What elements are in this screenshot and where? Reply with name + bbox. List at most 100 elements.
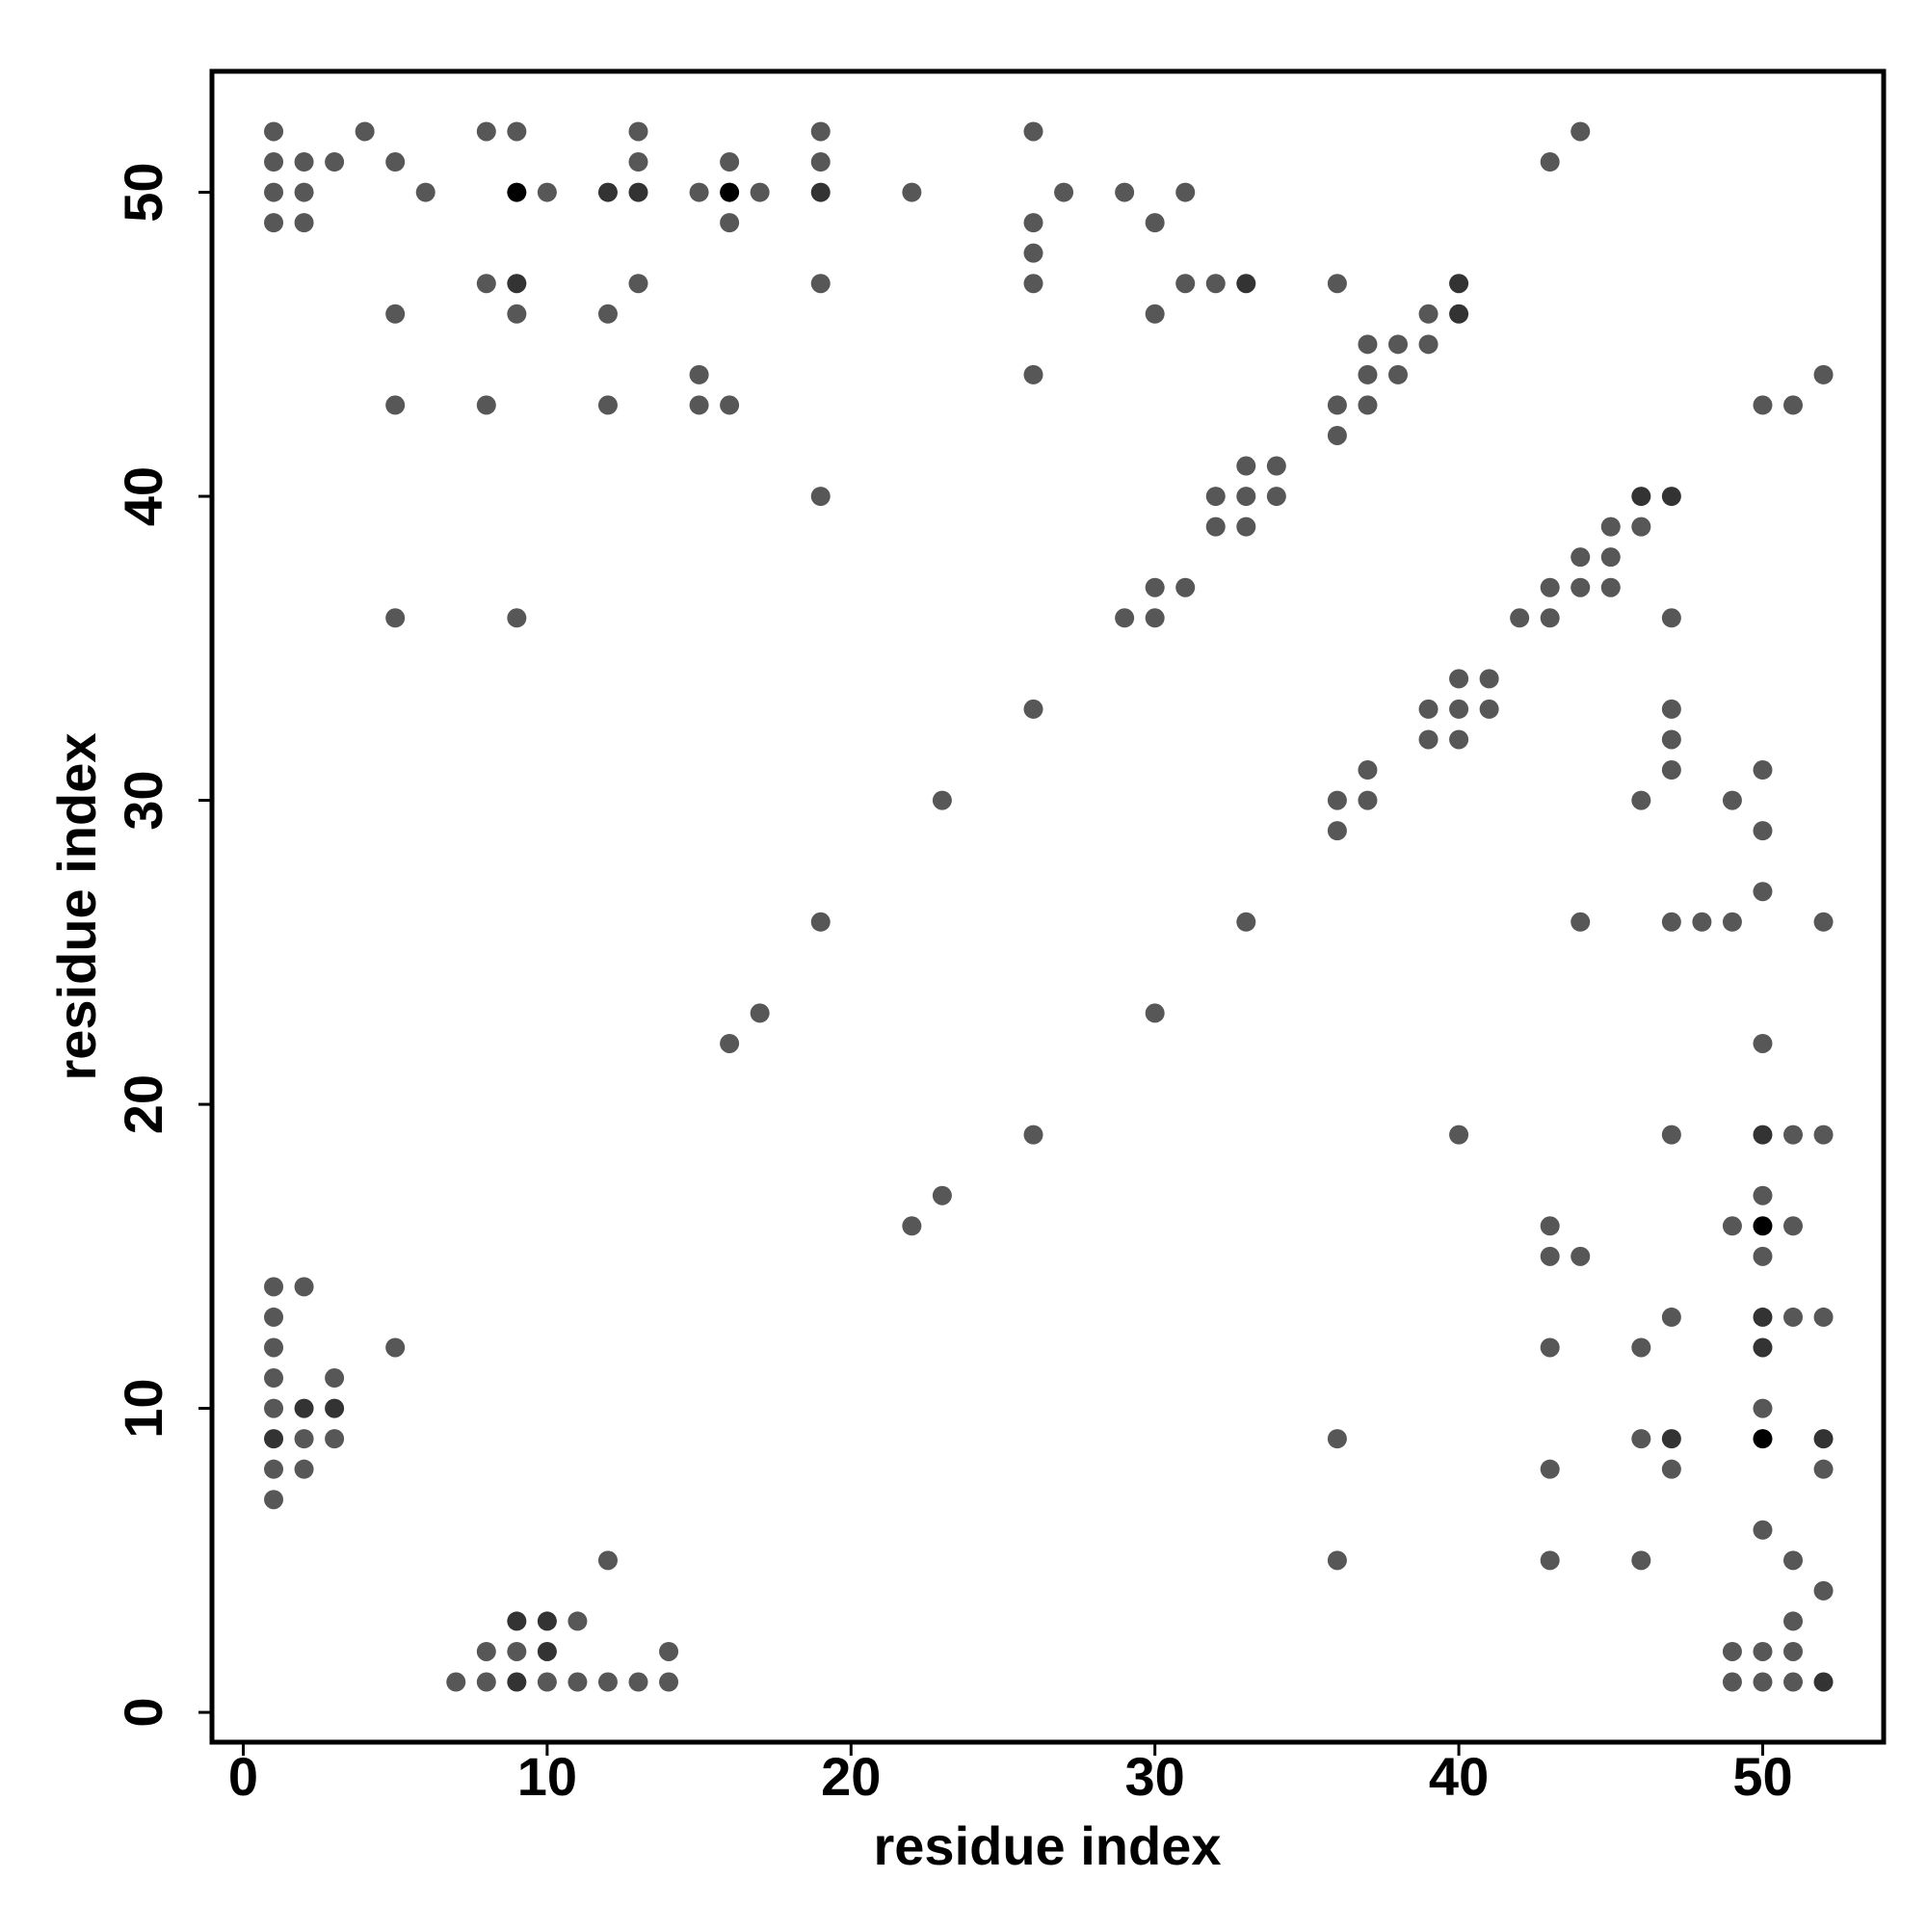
point [628, 274, 648, 294]
point [1753, 1246, 1773, 1266]
point [537, 1672, 557, 1692]
x-tick-label: 30 [1125, 1746, 1185, 1807]
point [1753, 1672, 1773, 1692]
point [1753, 821, 1773, 841]
point [1449, 274, 1469, 294]
point [689, 395, 709, 415]
point [720, 1033, 740, 1053]
y-tick-label: 10 [113, 1378, 173, 1438]
point [810, 487, 831, 507]
point [659, 1672, 679, 1692]
point [1661, 1429, 1681, 1449]
point [1722, 1672, 1742, 1692]
point [476, 1641, 496, 1661]
point [750, 1003, 770, 1023]
point [1236, 274, 1256, 294]
point [507, 121, 527, 142]
point [1387, 334, 1408, 355]
point [264, 1459, 284, 1479]
point [902, 182, 922, 202]
x-tick-label: 50 [1732, 1746, 1792, 1807]
point [1540, 1216, 1560, 1236]
point [1358, 790, 1378, 810]
point [507, 304, 527, 324]
x-tick-label: 0 [228, 1746, 258, 1807]
point [1540, 1246, 1560, 1266]
point [1722, 912, 1742, 932]
point [507, 608, 527, 628]
point [750, 182, 770, 202]
point [932, 790, 952, 810]
point [1358, 334, 1378, 355]
point [1236, 912, 1256, 932]
point [264, 152, 284, 172]
point [1205, 487, 1226, 507]
point [385, 1337, 406, 1358]
point [294, 1459, 314, 1479]
point [1813, 1125, 1834, 1145]
point [1692, 912, 1712, 932]
point [507, 1641, 527, 1661]
point [689, 364, 709, 384]
point [1813, 912, 1834, 932]
point [1479, 699, 1499, 719]
point [476, 121, 496, 142]
point [1327, 395, 1347, 415]
point [1813, 1429, 1834, 1449]
point [1722, 1641, 1742, 1661]
point [264, 1337, 284, 1358]
point [689, 182, 709, 202]
point [1175, 182, 1196, 202]
point [1145, 213, 1165, 233]
point [1358, 364, 1378, 384]
point [264, 1429, 284, 1449]
point [720, 395, 740, 415]
y-axis-label: residue index [46, 732, 107, 1080]
point [1783, 1641, 1804, 1661]
point [1540, 1550, 1560, 1571]
point [264, 1398, 284, 1418]
point [294, 152, 314, 172]
point [294, 1429, 314, 1449]
point [1327, 790, 1347, 810]
point [1449, 669, 1469, 689]
point [1571, 912, 1591, 932]
point [1540, 152, 1560, 172]
point [597, 182, 618, 202]
point [1418, 699, 1439, 719]
point [1753, 1307, 1773, 1327]
point [1631, 1337, 1651, 1358]
point [1266, 456, 1286, 476]
point [537, 1641, 557, 1661]
point [1753, 760, 1773, 781]
point [385, 304, 406, 324]
point [1023, 243, 1043, 263]
point [810, 152, 831, 172]
point [415, 182, 436, 202]
point [1783, 395, 1804, 415]
point [507, 182, 527, 202]
point [264, 1277, 284, 1297]
point [1661, 1459, 1681, 1479]
point [537, 1611, 557, 1631]
point [1145, 577, 1165, 597]
point [597, 395, 618, 415]
x-tick-label: 40 [1429, 1746, 1489, 1807]
point [1783, 1125, 1804, 1145]
point [1571, 1246, 1591, 1266]
point [476, 1672, 496, 1692]
point [1023, 1125, 1043, 1145]
point [628, 152, 648, 172]
point [1266, 487, 1286, 507]
point [1115, 608, 1135, 628]
point [902, 1216, 922, 1236]
point [385, 608, 406, 628]
point [1327, 821, 1347, 841]
point [1661, 1125, 1681, 1145]
point [810, 912, 831, 932]
point [355, 121, 375, 142]
y-tick-label: 20 [113, 1074, 173, 1134]
point [1327, 425, 1347, 445]
point [1631, 1429, 1651, 1449]
point [1540, 1337, 1560, 1358]
